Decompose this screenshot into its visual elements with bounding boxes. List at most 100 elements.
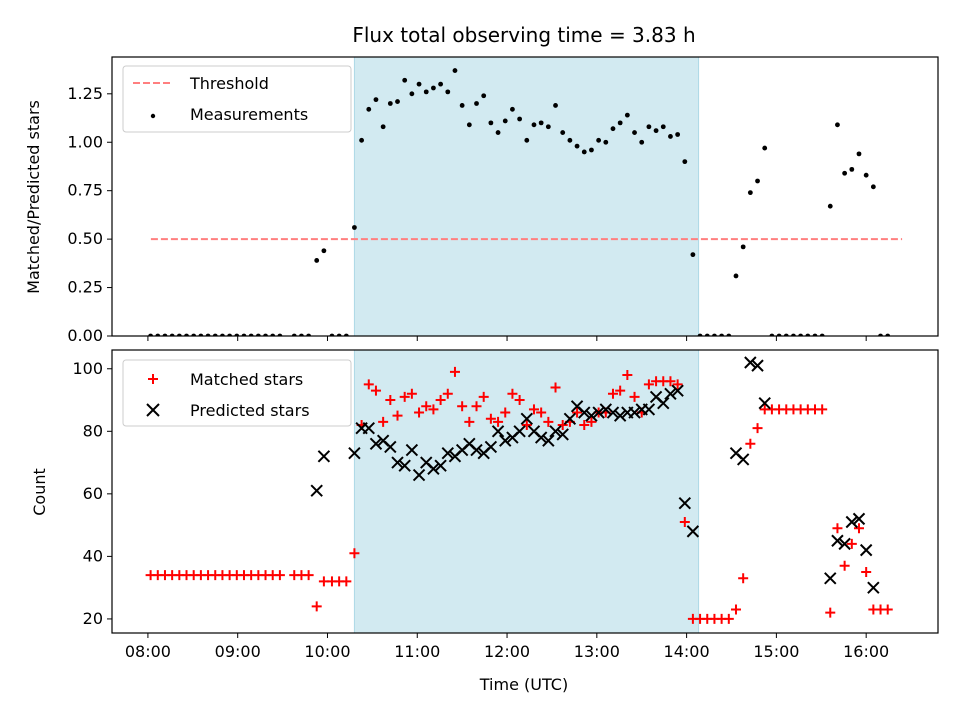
xtick-label: 10:00 bbox=[304, 642, 350, 661]
measurement-point-96 bbox=[849, 166, 855, 172]
predicted-marker-53 bbox=[751, 359, 764, 372]
measurement-point-97 bbox=[856, 151, 862, 157]
measurement-point-23 bbox=[321, 248, 327, 254]
measurement-point-61 bbox=[596, 137, 602, 143]
measurement-point-44 bbox=[474, 101, 479, 106]
predicted-marker-45 bbox=[657, 396, 670, 410]
predicted-marker-41 bbox=[628, 406, 641, 419]
matched-marker-29 bbox=[363, 379, 374, 390]
matched-marker-46 bbox=[485, 413, 496, 424]
matched-marker-58 bbox=[572, 407, 583, 418]
predicted-marker-23 bbox=[499, 434, 512, 447]
measurement-point-56 bbox=[560, 130, 566, 135]
matched-marker-48 bbox=[500, 407, 511, 418]
predicted-marker-13 bbox=[427, 462, 440, 476]
matched-marker-97 bbox=[853, 523, 864, 534]
xtick-label: 15:00 bbox=[753, 642, 799, 661]
predicted-marker-32 bbox=[563, 412, 577, 426]
matched-marker-73 bbox=[679, 516, 690, 527]
matched-marker-54 bbox=[543, 416, 554, 427]
measurement-point-73 bbox=[682, 159, 688, 165]
measurement-point-30 bbox=[373, 97, 379, 103]
predicted-marker-59 bbox=[852, 512, 866, 526]
matched-marker-93 bbox=[825, 607, 836, 618]
predicted-marker-10 bbox=[405, 443, 419, 457]
matched-marker-45 bbox=[478, 391, 489, 402]
predicted-marker-21 bbox=[484, 440, 498, 454]
measurement-point-72 bbox=[675, 132, 681, 137]
xtick-label: 12:00 bbox=[484, 642, 530, 661]
matched-marker-35 bbox=[406, 388, 417, 399]
legend-measurements: Measurements bbox=[190, 105, 308, 124]
predicted-marker-31 bbox=[556, 428, 569, 441]
predicted-marker-36 bbox=[592, 406, 605, 419]
bottom-panel: 20 40 60 80 100 08:00 09:00 10:00 11:00 12:00 13:0… bbox=[30, 349, 939, 694]
predicted-marker-11 bbox=[412, 468, 426, 482]
matched-marker-81 bbox=[738, 573, 749, 584]
matched-marker-72 bbox=[672, 379, 683, 390]
matched-marker-47 bbox=[493, 416, 504, 427]
predicted-marker-14 bbox=[434, 459, 447, 472]
matched-marker-52 bbox=[528, 404, 539, 415]
predicted-marker-46 bbox=[664, 387, 677, 400]
matched-marker-36 bbox=[414, 407, 425, 418]
xtick-label: 11:00 bbox=[394, 642, 440, 661]
measurement-point-68 bbox=[646, 124, 652, 130]
predicted-marker-61 bbox=[867, 581, 880, 594]
ytick-label: 80 bbox=[83, 421, 103, 440]
measurement-point-49 bbox=[510, 106, 515, 112]
matched-marker-41 bbox=[449, 366, 460, 377]
matched-marker-27 bbox=[349, 548, 360, 559]
predicted-marker-30 bbox=[549, 425, 562, 438]
matched-marker-33 bbox=[392, 410, 403, 421]
predicted-marker-29 bbox=[542, 434, 555, 447]
predicted-marker-19 bbox=[470, 443, 483, 457]
ytick-label: 1.25 bbox=[67, 84, 103, 103]
matched-marker-26 bbox=[341, 576, 352, 587]
matched-marker-44 bbox=[471, 401, 482, 412]
predicted-marker-8 bbox=[391, 456, 404, 469]
predicted-marker-48 bbox=[678, 497, 692, 510]
matched-marker-65 bbox=[622, 370, 633, 381]
predicted-marker-2 bbox=[348, 446, 361, 460]
measurement-point-67 bbox=[639, 139, 645, 145]
bottom-legend: Matched stars Predicted stars bbox=[122, 359, 352, 427]
measurement-point-59 bbox=[581, 149, 587, 155]
ytick-label: 1.00 bbox=[67, 132, 103, 151]
matched-marker-38 bbox=[428, 404, 439, 415]
measurement-point-38 bbox=[431, 85, 436, 91]
matched-marker-56 bbox=[557, 420, 568, 431]
ytick-label: 0.75 bbox=[67, 181, 103, 200]
predicted-marker-49 bbox=[686, 525, 700, 538]
measurement-point-37 bbox=[423, 89, 429, 95]
predicted-marker-4 bbox=[362, 421, 375, 435]
measurement-point-28 bbox=[359, 137, 364, 143]
measurement-point-70 bbox=[660, 124, 666, 130]
predicted-marker-57 bbox=[838, 537, 851, 551]
ytick-label: 60 bbox=[83, 484, 103, 503]
predicted-marker-51 bbox=[736, 453, 750, 466]
measurement-point-63 bbox=[610, 126, 616, 132]
measurement-point-55 bbox=[553, 103, 558, 108]
measurement-point-52 bbox=[531, 122, 537, 128]
measurement-point-43 bbox=[466, 122, 472, 128]
predicted-marker-39 bbox=[613, 409, 627, 422]
predicted-marker-55 bbox=[824, 572, 837, 585]
measurement-point-39 bbox=[438, 81, 444, 87]
matched-marker-98 bbox=[861, 567, 872, 578]
matched-marker-42 bbox=[457, 401, 468, 412]
predicted-marker-0 bbox=[310, 484, 323, 497]
predicted-marker-52 bbox=[744, 356, 757, 369]
predicted-marker-22 bbox=[491, 425, 505, 438]
xtick-label: 08:00 bbox=[125, 642, 171, 661]
figure-title: Flux total observing time = 3.83 h bbox=[352, 23, 695, 47]
predicted-marker-5 bbox=[369, 437, 383, 451]
matched-marker-49 bbox=[507, 388, 518, 399]
measurement-point-82 bbox=[747, 190, 753, 196]
measurement-point-94 bbox=[835, 122, 840, 128]
measurement-point-47 bbox=[495, 130, 501, 135]
legend-threshold: Threshold bbox=[189, 74, 269, 93]
measurement-point-34 bbox=[402, 77, 408, 83]
matched-marker-34 bbox=[399, 391, 410, 402]
matched-marker-53 bbox=[536, 407, 547, 418]
